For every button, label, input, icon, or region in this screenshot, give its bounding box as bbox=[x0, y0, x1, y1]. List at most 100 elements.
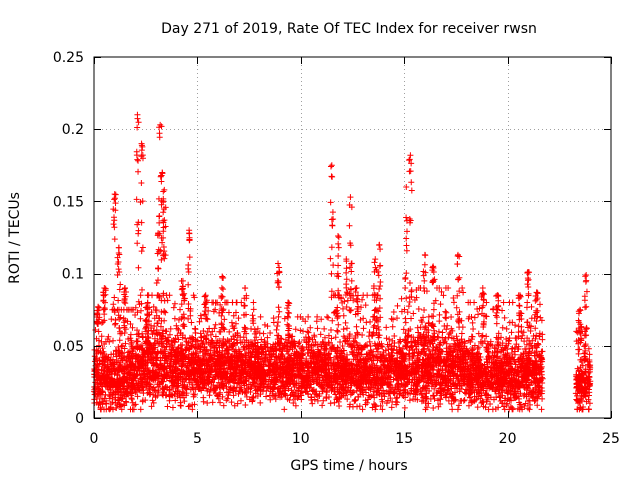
data-point bbox=[439, 329, 446, 336]
data-point bbox=[132, 401, 139, 408]
data-point bbox=[191, 391, 198, 398]
data-point bbox=[267, 330, 274, 337]
data-point bbox=[450, 299, 457, 306]
data-point bbox=[261, 321, 268, 328]
data-point bbox=[189, 401, 196, 408]
data-point bbox=[125, 371, 132, 378]
data-point bbox=[444, 322, 451, 329]
data-point bbox=[103, 400, 110, 407]
data-point bbox=[458, 330, 465, 337]
data-point bbox=[161, 364, 168, 371]
data-point bbox=[314, 397, 321, 404]
data-point bbox=[144, 359, 151, 366]
data-point bbox=[351, 396, 358, 403]
data-point bbox=[127, 335, 134, 342]
data-point bbox=[177, 306, 184, 313]
data-point bbox=[501, 314, 508, 321]
data-point bbox=[179, 369, 186, 376]
data-point bbox=[181, 398, 188, 405]
data-point bbox=[160, 327, 167, 334]
data-point bbox=[134, 371, 141, 378]
data-point bbox=[383, 324, 390, 331]
data-point bbox=[209, 299, 216, 306]
data-point bbox=[136, 344, 143, 351]
data-point bbox=[436, 318, 443, 325]
data-point bbox=[129, 324, 136, 331]
data-point bbox=[383, 335, 390, 342]
chart-title: Day 271 of 2019, Rate Of TEC Index for r… bbox=[161, 21, 537, 37]
data-point bbox=[111, 365, 118, 372]
data-point bbox=[388, 315, 395, 322]
data-point bbox=[120, 385, 127, 392]
data-point bbox=[125, 382, 132, 389]
data-point bbox=[99, 361, 106, 368]
data-point bbox=[250, 299, 257, 306]
data-point bbox=[460, 289, 467, 296]
data-point bbox=[144, 347, 151, 354]
data-point bbox=[119, 395, 126, 402]
data-point bbox=[126, 348, 133, 355]
data-point bbox=[170, 304, 177, 311]
data-point bbox=[146, 389, 153, 396]
data-point bbox=[275, 313, 282, 320]
data-point bbox=[188, 354, 195, 361]
data-point bbox=[122, 340, 129, 347]
data-point bbox=[143, 378, 150, 385]
data-point bbox=[117, 380, 124, 387]
data-point bbox=[148, 403, 155, 410]
data-point bbox=[164, 341, 171, 348]
data-point bbox=[197, 312, 204, 319]
data-point bbox=[257, 399, 264, 406]
data-point bbox=[158, 378, 165, 385]
data-point bbox=[264, 323, 271, 330]
data-point bbox=[112, 394, 119, 401]
data-point bbox=[209, 399, 216, 406]
data-point bbox=[174, 332, 181, 339]
data-point bbox=[250, 306, 257, 313]
data-point bbox=[154, 320, 161, 327]
data-point bbox=[179, 384, 186, 391]
data-point bbox=[160, 389, 167, 396]
data-point bbox=[142, 397, 149, 404]
data-point bbox=[140, 334, 147, 341]
data-point bbox=[151, 335, 158, 342]
data-point bbox=[132, 304, 139, 311]
data-point bbox=[328, 327, 335, 334]
data-point bbox=[98, 395, 105, 402]
data-point bbox=[168, 353, 175, 360]
data-point bbox=[442, 314, 449, 321]
data-point bbox=[360, 292, 367, 299]
data-point bbox=[142, 338, 149, 345]
data-point bbox=[437, 301, 444, 308]
data-point bbox=[150, 377, 157, 384]
data-point bbox=[125, 363, 132, 370]
data-point bbox=[133, 388, 140, 395]
data-point bbox=[435, 328, 442, 335]
data-point bbox=[415, 305, 422, 312]
data-point bbox=[190, 391, 197, 398]
data-point bbox=[119, 365, 126, 372]
data-point bbox=[134, 309, 141, 316]
data-point bbox=[249, 312, 256, 319]
data-point bbox=[109, 406, 116, 413]
data-point bbox=[94, 368, 101, 375]
data-point bbox=[192, 341, 199, 348]
data-point bbox=[171, 315, 178, 322]
data-point bbox=[175, 356, 182, 363]
data-point bbox=[108, 351, 115, 358]
data-point bbox=[359, 406, 366, 413]
data-point bbox=[128, 341, 135, 348]
data-point bbox=[169, 367, 176, 374]
data-point bbox=[104, 382, 111, 389]
data-point bbox=[96, 357, 103, 364]
data-point bbox=[109, 356, 116, 363]
data-point bbox=[148, 342, 155, 349]
data-point bbox=[168, 382, 175, 389]
data-point bbox=[402, 285, 409, 292]
data-point bbox=[392, 398, 399, 405]
data-point bbox=[138, 360, 145, 367]
data-point bbox=[220, 402, 227, 409]
data-point bbox=[334, 327, 341, 334]
data-point bbox=[320, 397, 327, 404]
data-point bbox=[539, 336, 546, 343]
